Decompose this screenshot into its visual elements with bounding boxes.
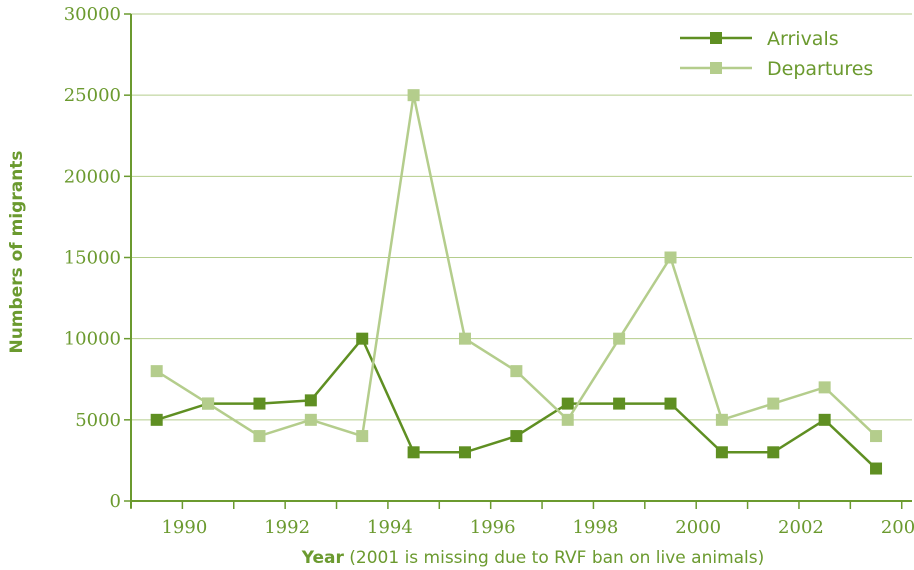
data-point-arrivals — [407, 446, 420, 459]
data-point-arrivals — [510, 430, 523, 443]
data-point-departures — [407, 89, 420, 102]
legend-item-arrivals: Arrivals — [680, 28, 839, 50]
data-point-arrivals — [715, 446, 728, 459]
data-point-arrivals — [818, 413, 831, 426]
y-axis-title: Numbers of migrants — [7, 150, 27, 353]
data-point-arrivals — [304, 394, 317, 407]
legend-item-departures: Departures — [680, 58, 873, 80]
x-axis-title-rest: (2001 is missing due to RVF ban on live … — [344, 548, 764, 568]
data-point-arrivals — [664, 397, 677, 410]
x-tick-label: 1992 — [264, 517, 310, 538]
x-tick-label: 1998 — [573, 517, 619, 538]
data-point-departures — [510, 365, 523, 378]
series-arrivals — [150, 332, 883, 475]
x-tick-label: 2004 — [881, 517, 914, 538]
data-point-departures — [818, 381, 831, 394]
y-tick-label: 20000 — [64, 166, 121, 187]
gridlines — [131, 13, 912, 421]
y-tick-label: 0 — [110, 491, 121, 512]
data-point-departures — [150, 365, 163, 378]
series-departures — [150, 89, 883, 443]
data-point-departures — [202, 397, 215, 410]
legend-marker — [710, 32, 722, 44]
data-point-departures — [304, 413, 317, 426]
data-point-departures — [715, 413, 728, 426]
data-point-departures — [356, 430, 369, 443]
data-point-arrivals — [253, 397, 266, 410]
data-point-arrivals — [561, 397, 574, 410]
x-tick-label: 2002 — [778, 517, 824, 538]
x-tick-label: 1990 — [161, 517, 207, 538]
legend-marker — [710, 62, 722, 74]
series-lines — [150, 89, 883, 475]
x-tick-label: 1994 — [367, 517, 413, 538]
data-point-arrivals — [870, 462, 883, 475]
x-tick-label: 2000 — [675, 517, 721, 538]
data-point-departures — [870, 430, 883, 443]
y-tick-label: 15000 — [64, 248, 121, 269]
series-line-departures — [156, 94, 877, 438]
data-point-departures — [458, 332, 471, 345]
y-tick-label: 30000 — [64, 4, 121, 25]
x-axis-title-bold: Year — [301, 548, 345, 568]
data-point-arrivals — [150, 413, 163, 426]
x-tick-label: 1996 — [470, 517, 516, 538]
data-point-arrivals — [767, 446, 780, 459]
x-axis-title: Year (2001 is missing due to RVF ban on … — [301, 548, 765, 568]
data-point-arrivals — [356, 332, 369, 345]
data-point-departures — [253, 430, 266, 443]
y-tick-label: 5000 — [75, 410, 121, 431]
data-point-departures — [767, 397, 780, 410]
y-tick-label: 10000 — [64, 329, 121, 350]
legend-label: Arrivals — [767, 28, 839, 50]
y-tick-label: 25000 — [64, 85, 121, 106]
data-point-departures — [664, 251, 677, 264]
legend: Arrivals Departures — [680, 28, 873, 80]
legend-label: Departures — [767, 58, 873, 80]
axes: 0 5000 10000 15000 20000 25000 30000 1990 1992 19… — [64, 4, 914, 538]
data-point-departures — [613, 332, 626, 345]
data-point-departures — [561, 413, 574, 426]
data-point-arrivals — [458, 446, 471, 459]
data-point-arrivals — [613, 397, 626, 410]
